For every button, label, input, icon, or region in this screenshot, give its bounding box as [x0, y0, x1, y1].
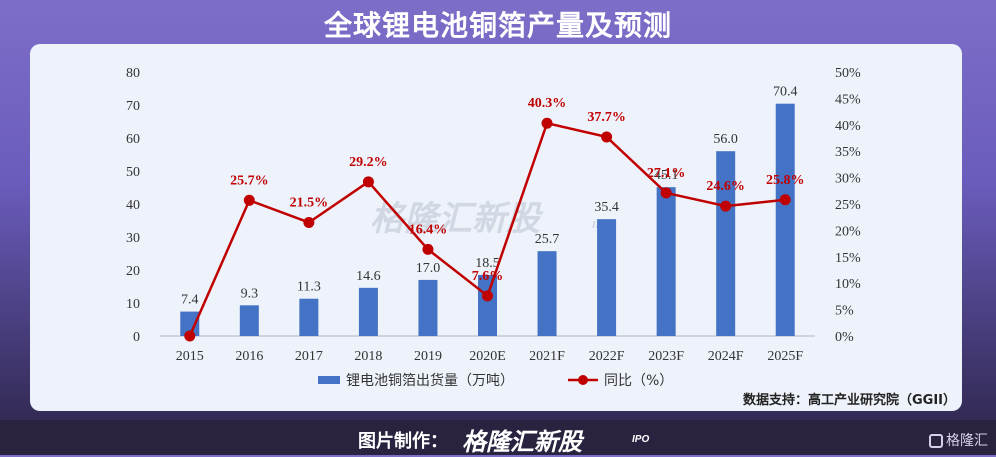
legend-line-label: 同比（%） — [604, 373, 673, 389]
bar — [358, 287, 378, 336]
bar — [597, 219, 617, 336]
bar — [775, 103, 795, 337]
x-tick-label: 2025F — [767, 349, 803, 364]
line-labels: 25.7% 21.5% 29.2% 16.4% 7.6% 40.3% 37.7% 27.1% 2… — [230, 96, 804, 284]
x-tick-label: 2017 — [295, 349, 323, 364]
x-axis: 2015 2016 2017 2018 2019 2020E 2021F 2022F 2023F… — [160, 335, 815, 364]
footer: 图片制作： 格隆汇新股 IPO 格隆汇 — [0, 420, 996, 456]
line-value-label: 24.6% — [706, 179, 745, 194]
line-value-label: 7.6% — [472, 269, 504, 284]
line-point — [601, 131, 613, 143]
source-note: 数据支持：高工产业研究院（GGII） — [742, 393, 956, 408]
left-tick-label: 10 — [126, 297, 140, 312]
x-tick-label: 2023F — [648, 349, 684, 364]
corner-logo-text: 格隆汇 — [946, 433, 988, 449]
x-tick-label: 2020E — [469, 349, 506, 364]
right-tick-label: 30% — [835, 172, 861, 187]
left-tick-label: 30 — [126, 231, 140, 246]
x-tick-label: 2024F — [708, 349, 744, 364]
line-value-label: 40.3% — [528, 96, 567, 111]
bar-value-label: 7.4 — [181, 293, 199, 308]
bar-labels: 7.4 9.3 11.3 14.6 17.0 18.5 25.7 35.4 45.1 56.0 70… — [181, 85, 797, 308]
page-title: 全球锂电池铜箔产量及预测 — [323, 9, 672, 42]
left-tick-label: 50 — [126, 165, 140, 180]
right-tick-label: 50% — [835, 66, 861, 81]
line-value-label: 25.8% — [766, 173, 805, 188]
line-value-label: 37.7% — [587, 110, 626, 125]
line-point — [422, 243, 434, 255]
legend: 锂电池铜箔出货量（万吨） 同比（%） — [318, 372, 673, 389]
legend-line-marker — [578, 375, 588, 385]
footer-ipo: IPO — [632, 434, 650, 445]
line-series — [184, 117, 791, 342]
right-tick-label: 0% — [835, 330, 854, 345]
bar — [716, 151, 736, 336]
line-point — [362, 176, 374, 188]
left-axis: 0 10 20 30 40 50 60 70 80 — [126, 66, 140, 345]
bar-value-label: 9.3 — [241, 286, 259, 301]
line-point — [720, 200, 732, 212]
line-value-label: 21.5% — [290, 195, 329, 210]
logo-icon — [929, 434, 943, 448]
left-tick-label: 40 — [126, 198, 140, 213]
bar-value-label: 18.5 — [475, 256, 500, 271]
left-tick-label: 0 — [133, 330, 140, 345]
bar — [180, 311, 200, 336]
line-point — [660, 187, 672, 199]
line-point — [184, 330, 196, 342]
watermark: 格隆汇新股 IPO — [370, 199, 612, 239]
right-tick-label: 45% — [835, 92, 861, 107]
bar-series — [180, 103, 795, 337]
right-tick-label: 25% — [835, 198, 861, 213]
bar — [418, 279, 438, 336]
line-point — [779, 194, 791, 206]
right-tick-label: 20% — [835, 224, 861, 239]
chart-card — [30, 44, 962, 411]
footer-brand: 格隆汇新股 — [462, 428, 582, 456]
right-tick-label: 5% — [835, 304, 854, 319]
x-tick-label: 2022F — [589, 349, 625, 364]
legend-bar-swatch — [318, 376, 340, 384]
line-point — [303, 216, 315, 228]
bar — [656, 187, 676, 336]
bar-value-label: 14.6 — [356, 269, 381, 284]
bar-value-label: 70.4 — [773, 85, 798, 100]
x-tick-label: 2015 — [176, 349, 204, 364]
line-point — [541, 117, 553, 129]
bar-value-label: 35.4 — [594, 200, 619, 215]
right-axis: 0% 5% 10% 15% 20% 25% 30% 35% 40% 45% 50% — [835, 66, 861, 345]
x-tick-label: 2018 — [354, 349, 382, 364]
x-tick-label: 2019 — [414, 349, 442, 364]
left-tick-label: 70 — [126, 99, 140, 114]
line-point — [482, 290, 493, 302]
line-value-label: 25.7% — [230, 173, 269, 188]
left-tick-label: 80 — [126, 66, 140, 81]
combo-chart: 格隆汇新股 IPO 0 10 20 30 40 50 60 70 80 0% 5% 10% 15% 20… — [126, 66, 861, 389]
bar — [299, 298, 319, 336]
right-tick-label: 35% — [835, 145, 861, 160]
legend-bar-label: 锂电池铜箔出货量（万吨） — [346, 372, 514, 389]
line-value-label: 27.1% — [647, 166, 686, 181]
bar-value-label: 25.7 — [535, 232, 560, 247]
line-point — [243, 194, 255, 206]
right-tick-label: 15% — [835, 251, 861, 266]
right-tick-label: 10% — [835, 277, 861, 292]
x-tick-label: 2016 — [235, 349, 263, 364]
bar-value-label: 45.1 — [654, 168, 679, 183]
left-tick-label: 60 — [126, 132, 140, 147]
bar-value-label: 17.0 — [416, 261, 441, 276]
left-tick-label: 20 — [126, 264, 140, 279]
line-value-label: 29.2% — [349, 155, 388, 170]
bar-value-label: 56.0 — [713, 132, 738, 147]
bar-value-label: 11.3 — [297, 280, 321, 295]
bar — [239, 305, 259, 336]
bar — [537, 251, 557, 336]
bar — [478, 274, 497, 336]
line-value-label: 16.4% — [409, 222, 448, 237]
corner-logo: 格隆汇 — [929, 430, 988, 450]
right-tick-label: 40% — [835, 119, 861, 134]
x-tick-label: 2021F — [529, 349, 565, 364]
footer-label: 图片制作： — [358, 431, 448, 452]
